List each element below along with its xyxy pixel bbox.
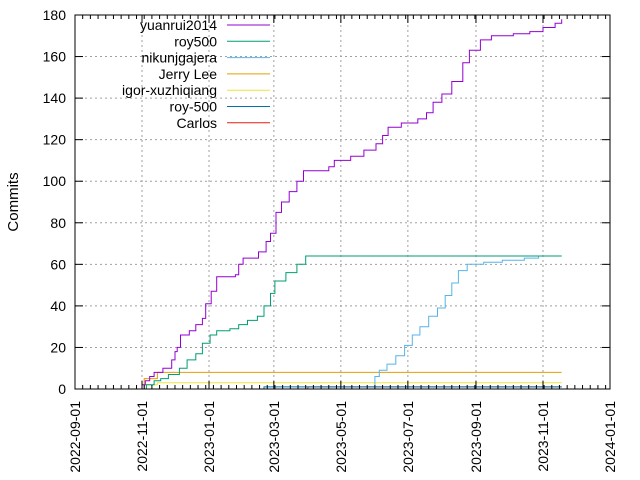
plot-frame	[74, 14, 611, 390]
x-tick-label: 2022-11-01	[134, 401, 150, 472]
y-tick-label: 160	[43, 49, 67, 65]
legend-label-jerry-lee: Jerry Lee	[159, 66, 218, 82]
x-tick-label: 2023-01-01	[201, 401, 217, 473]
x-tick-label: 2023-05-01	[333, 401, 349, 473]
y-axis-label: Commits	[5, 172, 22, 231]
x-tick-label: 2022-09-01	[67, 401, 83, 473]
y-tick-label: 180	[43, 7, 67, 23]
series-line-igor-xuzhiqiang	[140, 382, 562, 390]
legend-label-roy500: roy500	[174, 33, 217, 49]
y-tick-label: 40	[50, 298, 66, 314]
y-tick-label: 20	[50, 339, 66, 355]
series-line-yuanrui2014	[139, 19, 563, 390]
legend-label-carlos: Carlos	[177, 115, 217, 131]
legend-label-igor-xuzhiqiang: igor-xuzhiqiang	[122, 82, 217, 98]
series-line-roy500	[142, 255, 562, 390]
x-tick-label: 2023-11-01	[535, 401, 551, 472]
legend-label-roy-500: roy-500	[170, 99, 218, 115]
x-tick-label: 2023-07-01	[400, 401, 416, 473]
y-tick-label: 140	[43, 90, 67, 106]
legend-label-nikunjgajera: nikunjgajera	[142, 50, 218, 66]
y-tick-label: 0	[58, 381, 66, 397]
y-tick-label: 60	[50, 256, 66, 272]
legend-label-yuanrui2014: yuanrui2014	[140, 17, 217, 33]
y-tick-label: 100	[43, 173, 67, 189]
y-tick-label: 120	[43, 132, 67, 148]
series-line-nikunjgajera	[371, 255, 562, 390]
y-tick-label: 80	[50, 215, 66, 231]
x-tick-label: 2023-09-01	[468, 401, 484, 473]
x-tick-label: 2024-01-01	[602, 401, 618, 473]
grid-lines	[75, 15, 610, 389]
axis-ticks: 0 20 40 60 80 100 120 140 160 180 2022-09-01 2022-1…	[43, 7, 618, 473]
x-tick-label: 2023-03-01	[266, 401, 282, 473]
